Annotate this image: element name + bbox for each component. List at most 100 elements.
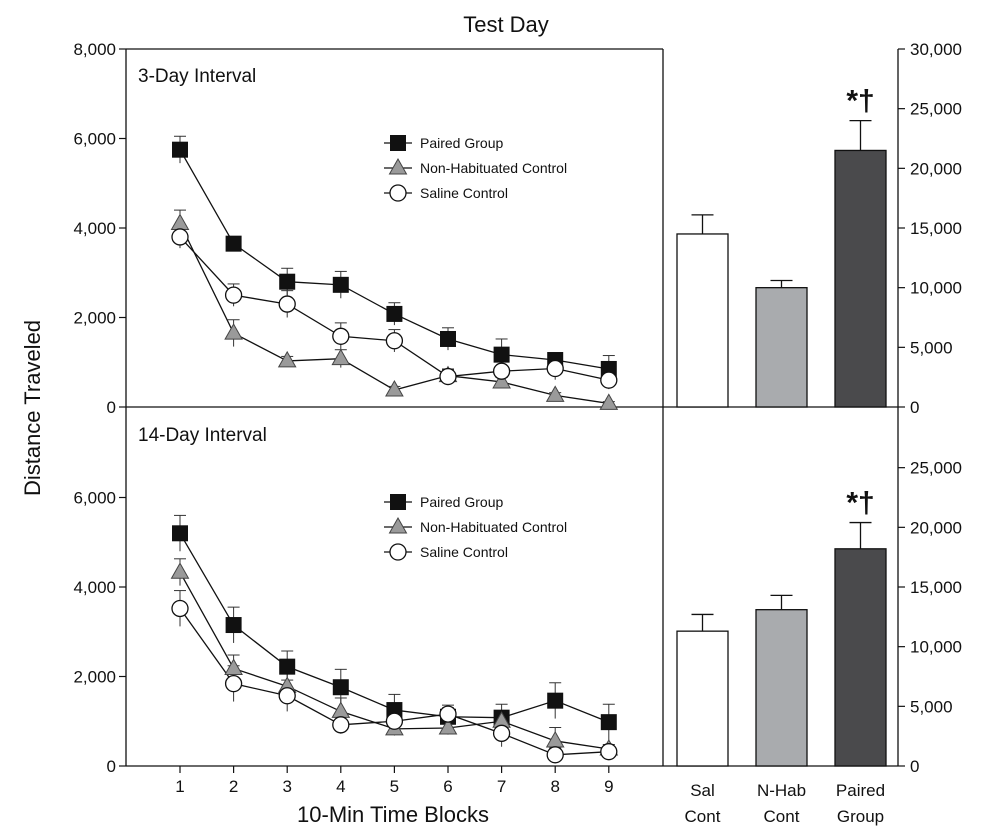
data-point-circle: [600, 371, 618, 389]
data-point-square: [386, 305, 403, 322]
y-right-tick-label: 20,000: [910, 159, 962, 178]
data-point-triangle: [224, 658, 243, 675]
y-right-tick-label: 5,000: [910, 697, 953, 716]
y-right-tick-label: 15,000: [910, 219, 962, 238]
y-right-tick-label: 0: [910, 398, 919, 417]
data-point-square: [390, 494, 406, 510]
bar-category-label: Cont: [685, 807, 721, 826]
x-tick-label: 3: [282, 777, 291, 796]
y-right-tick-label: 30,000: [910, 40, 962, 59]
data-point-circle: [332, 716, 350, 734]
data-point-triangle: [492, 371, 511, 389]
data-point-square: [440, 330, 456, 347]
data-point-square: [332, 276, 349, 293]
x-axis-title: 10-Min Time Blocks: [297, 802, 489, 827]
x-tick-label: 2: [229, 777, 238, 796]
data-point-triangle: [438, 717, 458, 735]
bar: [755, 609, 808, 767]
x-tick-label: 1: [175, 777, 184, 796]
bar-category-label: Paired: [836, 781, 885, 800]
data-point-triangle: [545, 385, 565, 402]
y-tick-label: 8,000: [73, 40, 116, 59]
data-point-circle: [385, 712, 404, 730]
data-point-triangle: [599, 393, 619, 410]
data-point-circle: [278, 687, 296, 705]
chart-title: Test Day: [463, 12, 549, 37]
x-tick-label: 7: [497, 777, 506, 796]
data-point-circle: [224, 675, 243, 693]
data-point-triangle: [388, 157, 408, 175]
y-tick-label: 6,000: [73, 130, 116, 149]
panels: 1 2 3 4 5 6 7 8 9 Sal Cont N-Hab Cont Paired Group 0 2,0…: [73, 40, 962, 826]
data-point-square: [279, 273, 296, 290]
significance-annotation: *†: [846, 85, 874, 118]
data-point-circle: [385, 332, 404, 350]
data-point-triangle: [170, 562, 190, 579]
data-point-square: [600, 714, 617, 731]
bar-category-label: Group: [837, 807, 884, 826]
bar-category-label: Sal: [690, 781, 715, 800]
data-point-square: [332, 679, 349, 696]
data-point-circle: [278, 295, 296, 313]
data-point-triangle: [331, 348, 351, 366]
x-tick-label: 5: [390, 777, 399, 796]
series-line: [179, 532, 610, 723]
data-point-triangle: [224, 323, 243, 340]
data-point-circle: [492, 724, 511, 742]
data-point-circle: [546, 746, 564, 764]
data-point-circle: [492, 362, 511, 380]
data-point-triangle: [388, 516, 408, 534]
data-point-square: [172, 525, 188, 542]
y-tick-label: 0: [107, 398, 116, 417]
y-right-tick-label: 10,000: [910, 279, 962, 298]
y-right-tick-label: 0: [910, 757, 919, 776]
legend-label: Saline Control: [420, 185, 508, 201]
data-point-triangle: [331, 701, 351, 718]
bar: [834, 149, 887, 408]
legend-label: Paired Group: [420, 494, 503, 510]
y-right-tick-label: 20,000: [910, 518, 962, 537]
significance-annotation: *†: [846, 487, 874, 520]
panel-label: 3-Day Interval: [138, 66, 256, 87]
data-point-circle: [224, 286, 243, 304]
data-point-square: [547, 692, 564, 709]
data-point-circle: [546, 359, 564, 378]
bar-category-label: Cont: [764, 807, 800, 826]
y-right-tick-label: 25,000: [910, 100, 962, 119]
y-right-tick-label: 15,000: [910, 578, 962, 597]
data-point-square: [225, 235, 242, 252]
y-tick-label: 4,000: [73, 578, 116, 597]
y-tick-label: 4,000: [73, 219, 116, 238]
x-tick-label: 4: [336, 777, 345, 796]
data-point-circle: [439, 367, 457, 386]
x-tick-label: 6: [443, 777, 452, 796]
data-point-square: [493, 346, 510, 363]
data-point-square: [279, 658, 296, 675]
x-tick-label: 8: [550, 777, 559, 796]
data-point-circle: [332, 327, 350, 345]
y-axis-title: Distance Traveled: [20, 320, 45, 496]
data-point-circle: [171, 599, 189, 618]
data-point-triangle: [385, 379, 404, 397]
legend-label: Paired Group: [420, 135, 503, 151]
data-point-square: [390, 135, 406, 151]
y-tick-label: 2,000: [73, 309, 116, 328]
legend-label: Non-Habituated Control: [420, 160, 567, 176]
y-right-tick-label: 10,000: [910, 638, 962, 657]
data-point-circle: [389, 184, 407, 202]
data-point-square: [172, 141, 188, 158]
x-tick-label: 9: [604, 777, 613, 796]
bar: [676, 630, 729, 767]
data-point-circle: [600, 743, 618, 761]
bar-category-label: N-Hab: [757, 781, 806, 800]
y-tick-label: 2,000: [73, 668, 116, 687]
data-point-circle: [439, 705, 457, 723]
data-point-circle: [389, 543, 407, 561]
y-right-tick-label: 25,000: [910, 459, 962, 478]
y-tick-label: 6,000: [73, 489, 116, 508]
bar: [755, 287, 808, 408]
panel-label: 14-Day Interval: [138, 425, 267, 446]
bar: [834, 548, 887, 767]
bar: [676, 233, 729, 408]
